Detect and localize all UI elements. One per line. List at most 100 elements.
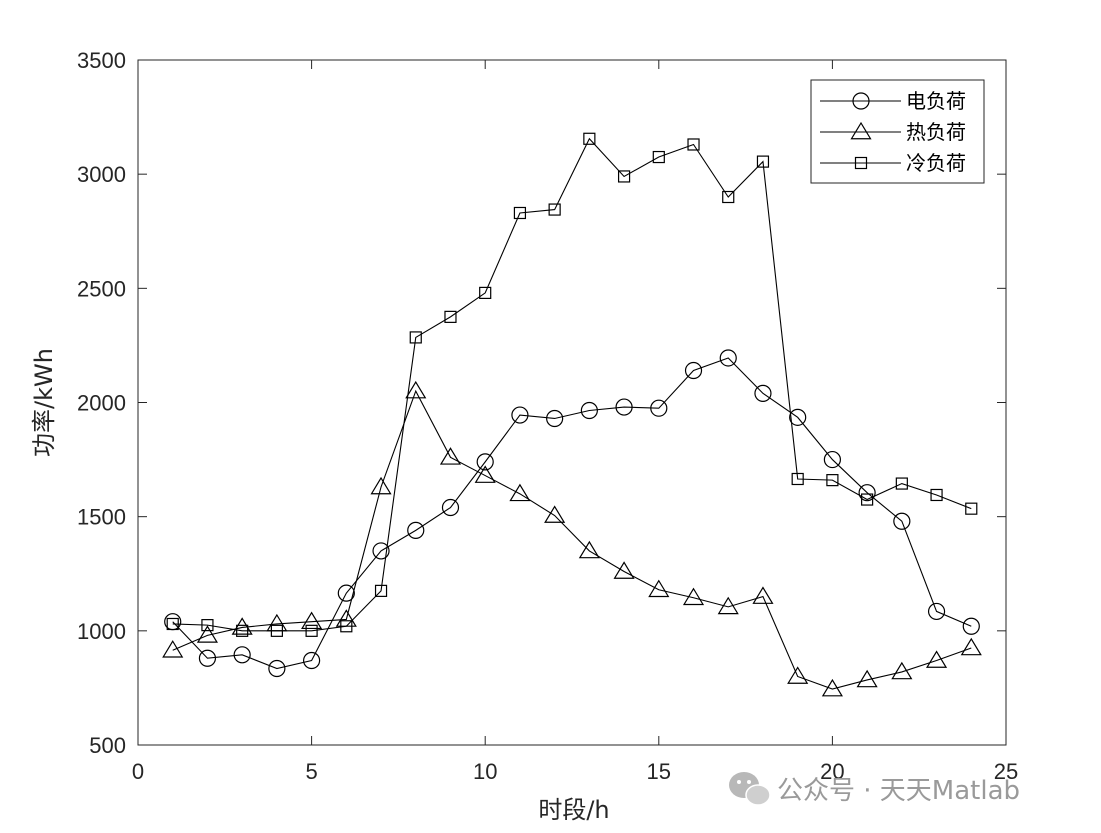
data-point-cooling-load	[826, 474, 839, 487]
data-point-electric-load	[754, 384, 772, 402]
data-point-cooling-load	[861, 493, 874, 506]
data-point-cooling-load	[583, 132, 596, 145]
wechat-icon	[729, 772, 771, 806]
data-point-electric-load	[511, 406, 529, 424]
data-point-cooling-load	[930, 488, 943, 502]
data-point-cooling-load	[965, 502, 978, 515]
data-point-heat-load	[960, 637, 982, 656]
x-tick-label: 25	[994, 759, 1018, 784]
watermark-text: 公众号 · 天天Matlab	[777, 776, 1020, 806]
data-point-cooling-load	[409, 331, 422, 344]
data-point-heat-load	[925, 650, 948, 668]
data-point-electric-load	[476, 453, 494, 471]
data-point-cooling-load	[687, 138, 700, 151]
data-point-heat-load	[231, 617, 253, 635]
data-point-heat-load	[821, 678, 843, 697]
data-point-heat-load	[162, 640, 184, 658]
data-point-cooling-load	[722, 190, 735, 204]
data-point-heat-load	[370, 476, 392, 495]
data-point-cooling-load	[791, 472, 804, 486]
watermark: 公众号 · 天天Matlab	[729, 772, 1020, 806]
y-tick-label: 3500	[77, 48, 126, 73]
data-point-heat-load	[891, 661, 913, 680]
data-point-electric-load	[789, 408, 807, 426]
legend-entry-heat-load: 热负荷	[820, 120, 966, 144]
data-point-heat-load	[439, 447, 462, 465]
legend-entry-cooling-load: 冷负荷	[820, 151, 966, 175]
y-tick-label: 2000	[77, 391, 126, 416]
legend-marker	[854, 156, 868, 170]
data-point-electric-load	[372, 542, 390, 560]
y-tick-label: 1000	[77, 619, 126, 644]
series-layer	[162, 132, 982, 697]
data-point-electric-load	[858, 484, 876, 502]
x-tick-label: 5	[305, 759, 317, 784]
data-point-heat-load	[682, 587, 705, 606]
data-point-cooling-load	[236, 624, 249, 637]
series-cooling-load	[166, 132, 978, 637]
y-tick-label: 3000	[77, 162, 126, 187]
legend-label: 热负荷	[906, 120, 966, 144]
data-point-heat-load	[717, 596, 739, 615]
data-point-electric-load	[580, 401, 598, 420]
data-point-electric-load	[233, 646, 251, 664]
legend-label: 冷负荷	[906, 151, 966, 175]
data-point-heat-load	[578, 540, 600, 559]
data-point-electric-load	[303, 651, 321, 670]
data-point-electric-load	[823, 450, 842, 469]
data-point-cooling-load	[166, 617, 179, 631]
data-point-cooling-load	[201, 619, 214, 632]
data-point-heat-load	[544, 505, 566, 523]
data-point-cooling-load	[895, 477, 908, 490]
data-point-cooling-load	[548, 203, 561, 216]
data-point-heat-load	[787, 666, 809, 684]
data-point-heat-load	[301, 611, 323, 630]
data-point-cooling-load	[374, 584, 388, 597]
data-point-heat-load	[752, 586, 774, 604]
data-point-cooling-load	[270, 624, 283, 637]
data-point-electric-load	[719, 349, 737, 367]
data-point-electric-load	[650, 399, 668, 417]
data-point-heat-load	[613, 561, 635, 579]
y-tick-label: 1500	[77, 505, 126, 530]
data-point-cooling-load	[305, 624, 318, 637]
data-point-cooling-load	[444, 310, 457, 323]
x-tick-label: 10	[473, 759, 497, 784]
data-point-heat-load	[509, 483, 531, 502]
y-axis-title: 功率/kWh	[30, 348, 58, 457]
data-point-electric-load	[441, 498, 460, 517]
data-point-cooling-load	[479, 286, 492, 299]
data-point-cooling-load	[652, 150, 665, 164]
wechat-bubble-small	[745, 784, 771, 806]
data-point-electric-load	[546, 409, 564, 428]
y-tick-label: 2500	[77, 276, 126, 301]
data-point-heat-load	[474, 465, 496, 483]
data-point-cooling-load	[617, 170, 631, 183]
legend-entry-electric-load: 电负荷	[820, 89, 966, 113]
data-point-electric-load	[962, 617, 980, 635]
data-point-electric-load	[198, 649, 217, 667]
data-point-cooling-load	[756, 155, 770, 168]
data-point-electric-load	[337, 584, 355, 602]
y-tick-label: 500	[89, 733, 126, 758]
data-point-electric-load	[615, 398, 633, 416]
data-point-electric-load	[927, 602, 946, 621]
wechat-eye	[747, 780, 751, 784]
series-electric-load	[164, 349, 980, 678]
legend-marker	[852, 92, 870, 110]
data-point-electric-load	[268, 659, 286, 678]
data-point-electric-load	[684, 361, 703, 380]
legend-marker	[850, 121, 872, 140]
data-point-cooling-load	[513, 206, 527, 220]
data-point-heat-load	[856, 669, 878, 688]
data-point-heat-load	[196, 625, 219, 643]
data-point-cooling-load	[340, 620, 353, 633]
data-point-electric-load	[893, 512, 911, 530]
x-tick-label: 15	[647, 759, 671, 784]
legend-label: 电负荷	[906, 89, 966, 113]
x-axis-title: 时段/h	[538, 796, 609, 824]
data-point-heat-load	[648, 579, 670, 598]
